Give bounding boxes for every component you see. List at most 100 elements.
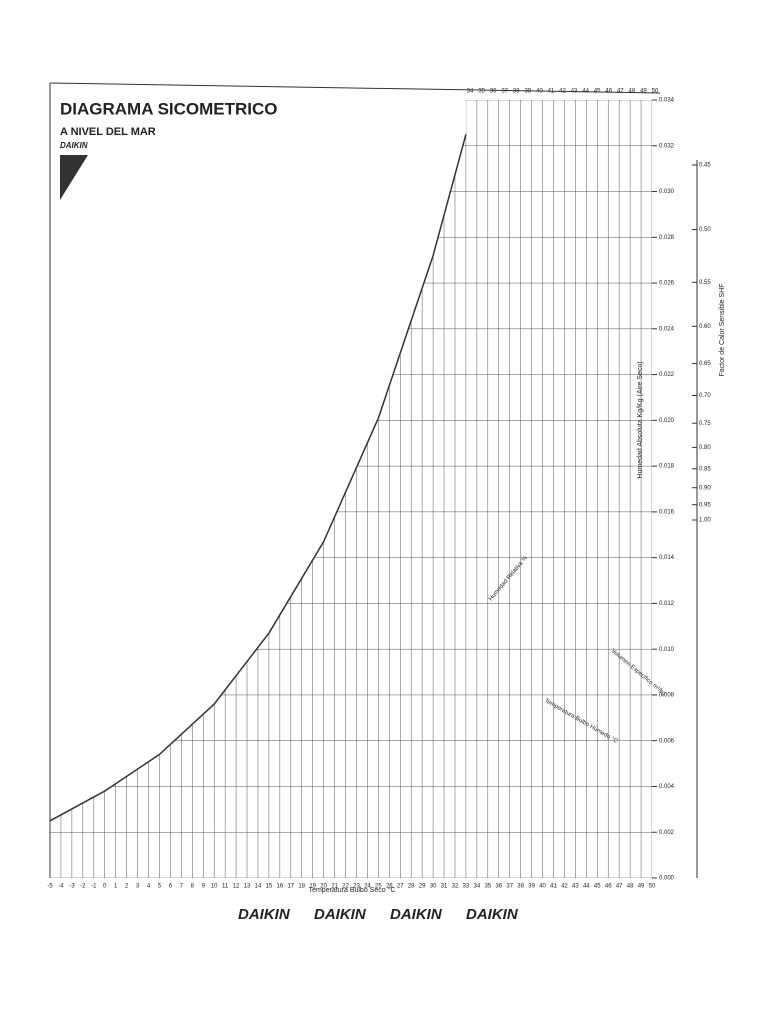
x-tick-label: 38 — [517, 884, 524, 890]
x-tick-label: 3 — [136, 884, 140, 890]
x-tick-label: 33 — [463, 884, 470, 890]
x-tick-label: 7 — [180, 884, 184, 890]
top-tick-label: 47 — [617, 89, 624, 95]
chart-subtitle: A NIVEL DEL MAR — [60, 126, 156, 138]
top-tick-label: 41 — [548, 89, 555, 95]
x-tick-label: 13 — [244, 884, 251, 890]
y2-tick-label: 0.90 — [699, 485, 711, 491]
x-tick-label: 15 — [266, 884, 273, 890]
x-tick-label: 34 — [474, 884, 481, 890]
y-tick-label: 0.014 — [659, 555, 675, 561]
x-tick-label: -4 — [58, 884, 64, 890]
grid — [50, 100, 652, 878]
x-tick-label: 8 — [191, 884, 195, 890]
y-tick-label: 0.008 — [659, 693, 675, 699]
top-tick-label: 46 — [605, 89, 612, 95]
y2-tick-label: 0.95 — [699, 502, 711, 508]
top-tick-label: 40 — [536, 89, 543, 95]
y2-tick-label: 0.75 — [699, 421, 711, 427]
footer-brand: DAIKIN — [390, 906, 443, 923]
top-tick-label: 35 — [478, 89, 485, 95]
top-tick-label: 45 — [594, 89, 601, 95]
top-tick-label: 38 — [513, 89, 520, 95]
y-tick-label: 0.020 — [659, 418, 675, 424]
y2-tick-label: 0.60 — [699, 324, 711, 330]
top-tick-label: 42 — [559, 89, 566, 95]
annotation: Temperatura Bulbo Humedo °C — [543, 698, 619, 745]
y-tick-label: 0.016 — [659, 509, 675, 515]
x-tick-label: 37 — [506, 884, 513, 890]
x-tick-label: -3 — [69, 884, 75, 890]
y-tick-label: 0.012 — [659, 601, 675, 607]
x-tick-label: 25 — [375, 884, 382, 890]
x-tick-label: 30 — [430, 884, 437, 890]
x-tick-label: 28 — [408, 884, 415, 890]
x-tick-label: 11 — [222, 884, 229, 890]
y2-tick-label: 0.50 — [699, 227, 711, 233]
top-tick-label: 44 — [582, 89, 589, 95]
x-tick-label: 48 — [627, 884, 634, 890]
x-tick-label: 14 — [255, 884, 262, 890]
y2-tick-label: 0.70 — [699, 393, 711, 399]
y2-tick-label: 0.45 — [699, 163, 711, 169]
x-tick-label: 47 — [616, 884, 623, 890]
y-tick-label: 0.028 — [659, 235, 675, 241]
x-tick-label: 0 — [103, 884, 107, 890]
top-tick-label: 36 — [490, 89, 497, 95]
x-tick-label: -2 — [80, 884, 86, 890]
x-tick-label: 43 — [572, 884, 579, 890]
x-tick-label: 6 — [169, 884, 173, 890]
y-tick-label: 0.010 — [659, 647, 675, 653]
y-tick-label: 0.006 — [659, 738, 675, 744]
x-tick-label: 46 — [605, 884, 612, 890]
x-tick-label: 42 — [561, 884, 568, 890]
x-tick-label: -1 — [91, 884, 97, 890]
x-tick-label: 10 — [211, 884, 218, 890]
footer-brand: DAIKIN — [466, 906, 519, 923]
logo — [60, 155, 88, 200]
y-tick-label: 0.034 — [659, 98, 675, 104]
x-tick-label: 31 — [441, 884, 448, 890]
y2-tick-label: 0.80 — [699, 445, 711, 451]
y-tick-label: 0.024 — [659, 326, 675, 332]
top-tick-label: 49 — [640, 89, 647, 95]
y-tick-label: 0.000 — [659, 876, 675, 882]
x-tick-label: 17 — [287, 884, 294, 890]
y-tick-label: 0.026 — [659, 281, 675, 287]
y2-tick-label: 0.85 — [699, 466, 711, 472]
x-tick-label: 45 — [594, 884, 601, 890]
x-tick-label: 12 — [233, 884, 240, 890]
x-tick-label: 40 — [539, 884, 546, 890]
x-tick-label: 26 — [386, 884, 393, 890]
x-tick-label: 24 — [364, 884, 371, 890]
y-tick-label: 0.022 — [659, 372, 675, 378]
x-tick-label: 19 — [309, 884, 316, 890]
y-axis-label: Humedad Absoluta Kg/Kg (Aire Seco) — [637, 361, 644, 478]
footer-brand: DAIKIN — [314, 906, 367, 923]
x-tick-label: 27 — [397, 884, 404, 890]
x-tick-label: 16 — [277, 884, 284, 890]
top-tick-label: 34 — [467, 89, 474, 95]
x-tick-label: 44 — [583, 884, 590, 890]
x-tick-label: 50 — [649, 884, 656, 890]
y-tick-label: 0.030 — [659, 189, 675, 195]
top-tick-label: 48 — [629, 89, 636, 95]
x-tick-label: 20 — [320, 884, 327, 890]
x-tick-label: 2 — [125, 884, 129, 890]
y2-tick-label: 0.55 — [699, 280, 711, 286]
top-tick-label: 43 — [571, 89, 578, 95]
top-tick-label: 37 — [501, 89, 508, 95]
annotation: Volumen Especifico m³/kg — [610, 648, 667, 697]
y-tick-label: 0.032 — [659, 143, 675, 149]
x-tick-label: 36 — [495, 884, 502, 890]
y-tick-label: 0.002 — [659, 830, 675, 836]
y2-tick-label: 0.65 — [699, 361, 711, 367]
x-tick-label: 29 — [419, 884, 426, 890]
x-tick-label: 22 — [342, 884, 349, 890]
x-tick-label: 39 — [528, 884, 535, 890]
y2-axis-label: Factor de Calor Sensible SHF — [719, 284, 726, 377]
x-tick-label: 9 — [202, 884, 206, 890]
y2-tick-label: 1.00 — [699, 518, 711, 524]
x-tick-label: 41 — [550, 884, 557, 890]
